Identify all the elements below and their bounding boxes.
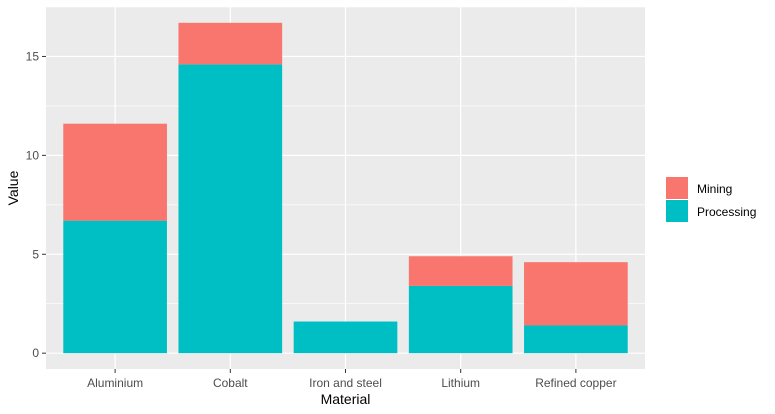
x-tick-label: Cobalt	[213, 376, 248, 390]
y-tick-label: 10	[26, 148, 40, 162]
bar-mining-lithium	[408, 256, 513, 286]
legend-label-processing: Processing	[697, 205, 756, 219]
x-tick-label: Iron and steel	[309, 376, 382, 390]
legend: Mining Processing	[666, 177, 756, 222]
legend-label-mining: Mining	[697, 182, 732, 196]
y-tick-label: 5	[32, 247, 39, 261]
legend-key-processing	[666, 200, 688, 222]
y-axis-title: Value	[5, 170, 21, 205]
y-tick-label: 0	[32, 346, 39, 360]
bar-processing-cobalt	[178, 64, 283, 354]
bar-processing-iron-and-steel	[293, 321, 398, 354]
x-axis-title: Material	[321, 391, 371, 407]
bars	[63, 22, 628, 354]
bar-processing-aluminium	[63, 220, 167, 354]
y-tick-label: 15	[26, 49, 40, 63]
x-tick-label: Lithium	[441, 376, 480, 390]
bar-mining-refined-copper	[524, 262, 628, 326]
legend-key-mining	[666, 177, 688, 199]
x-tick-label: Refined copper	[535, 376, 616, 390]
y-axis: 0 5 10 15	[26, 49, 46, 360]
bar-mining-cobalt	[178, 22, 283, 65]
bar-processing-refined-copper	[524, 325, 628, 354]
x-tick-label: Aluminium	[87, 376, 143, 390]
bar-mining-aluminium	[63, 123, 167, 221]
x-axis: Aluminium Cobalt Iron and steel Lithium Refi…	[87, 369, 617, 390]
bar-processing-lithium	[408, 285, 513, 354]
